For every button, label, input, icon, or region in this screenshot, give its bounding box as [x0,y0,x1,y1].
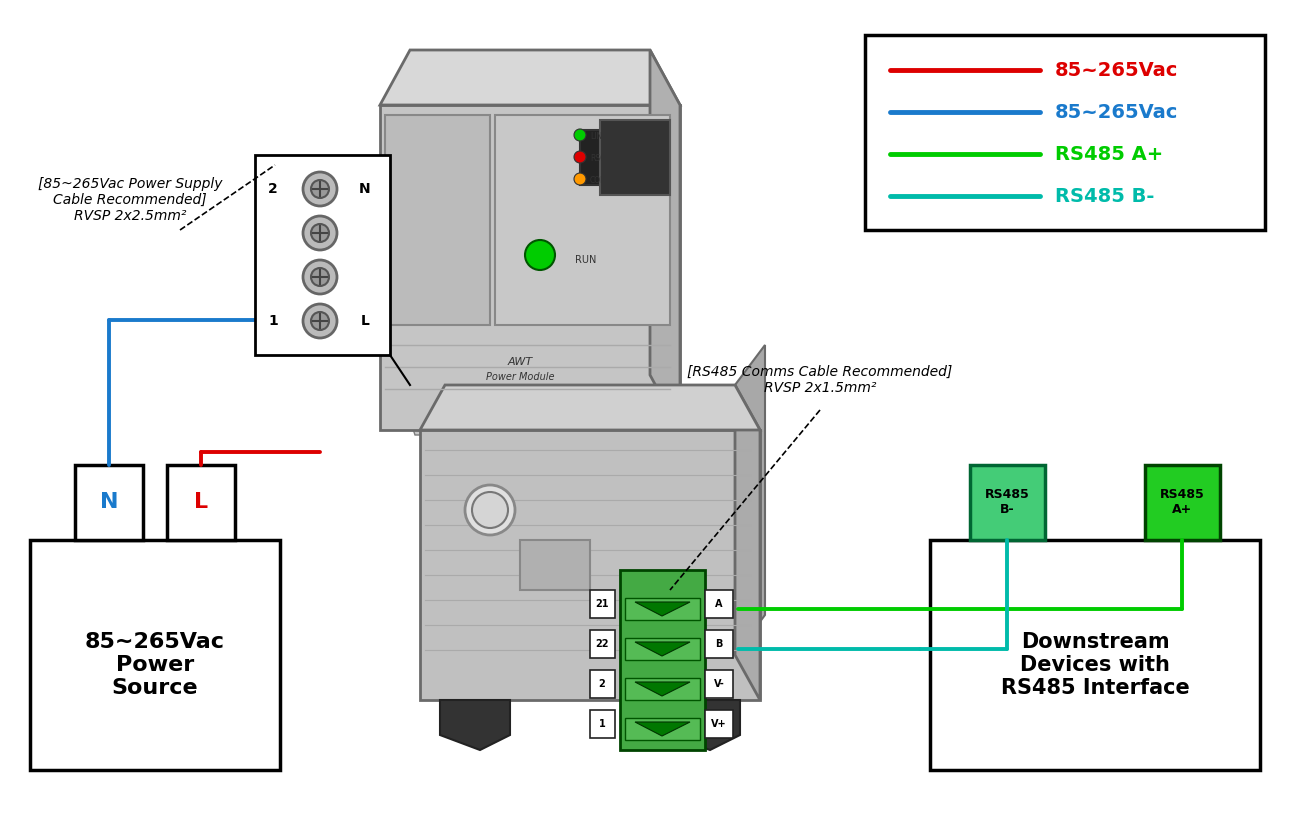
Text: 85~265Vac: 85~265Vac [1056,103,1178,122]
Polygon shape [590,590,615,618]
Text: L: L [360,314,369,328]
Circle shape [575,129,586,141]
Text: 85~265Vac: 85~265Vac [1056,61,1178,80]
Text: L: L [194,492,208,512]
Text: LINK: LINK [590,131,607,140]
Polygon shape [625,718,699,740]
Text: 22: 22 [595,639,608,649]
Polygon shape [580,130,650,185]
Text: RS485 B-: RS485 B- [1056,186,1154,205]
Polygon shape [420,385,760,430]
Text: 1: 1 [268,314,278,328]
Circle shape [311,268,329,286]
Polygon shape [410,420,764,435]
Text: Downstream
Devices with
RS485 Interface: Downstream Devices with RS485 Interface [1001,632,1190,698]
Circle shape [303,304,337,338]
Polygon shape [634,642,690,656]
Circle shape [303,172,337,206]
Circle shape [575,173,586,185]
Text: N: N [100,492,118,512]
Circle shape [311,180,329,198]
Text: N: N [359,182,370,196]
FancyBboxPatch shape [864,35,1265,230]
Text: A: A [715,599,723,609]
Polygon shape [634,682,690,696]
Polygon shape [380,50,680,105]
Polygon shape [385,115,490,325]
Polygon shape [705,710,733,738]
Circle shape [311,312,329,330]
FancyBboxPatch shape [75,465,143,540]
FancyBboxPatch shape [166,465,235,540]
Circle shape [525,240,555,270]
Circle shape [303,260,337,294]
Polygon shape [625,598,699,620]
Polygon shape [634,722,690,736]
Text: COMM: COMM [590,176,615,185]
Polygon shape [590,630,615,658]
Text: V+: V+ [711,719,727,729]
FancyBboxPatch shape [255,155,390,355]
Polygon shape [670,700,740,750]
Polygon shape [495,115,670,325]
Text: [85~265Vac Power Supply
Cable Recommended]
RVSP 2x2.5mm²: [85~265Vac Power Supply Cable Recommende… [38,177,222,223]
Text: RS485
A+: RS485 A+ [1160,488,1204,516]
Polygon shape [590,710,615,738]
Polygon shape [520,540,590,590]
Polygon shape [601,120,670,195]
Polygon shape [439,700,510,750]
Text: [RS485 Comms Cable Recommended]
RVSP 2x1.5mm²: [RS485 Comms Cable Recommended] RVSP 2x1… [688,365,953,395]
FancyBboxPatch shape [930,540,1260,770]
Circle shape [311,224,329,242]
Text: 2: 2 [598,679,606,689]
Text: B: B [715,639,723,649]
Circle shape [303,216,337,250]
Polygon shape [420,430,760,700]
Text: RS01: RS01 [590,154,610,163]
Polygon shape [734,345,764,655]
Text: AWT: AWT [507,357,533,367]
Polygon shape [620,570,705,750]
Circle shape [472,492,508,528]
Text: V-: V- [714,679,724,689]
Circle shape [465,485,515,535]
Circle shape [575,151,586,163]
FancyBboxPatch shape [970,465,1045,540]
Polygon shape [650,50,680,430]
Text: Power Module: Power Module [486,372,554,382]
Polygon shape [705,590,733,618]
Text: 2: 2 [268,182,278,196]
Polygon shape [634,602,690,616]
Polygon shape [590,670,615,698]
Polygon shape [705,670,733,698]
Polygon shape [625,678,699,700]
Text: 21: 21 [595,599,608,609]
Polygon shape [705,630,733,658]
FancyBboxPatch shape [1145,465,1219,540]
Text: RUN: RUN [575,255,597,265]
Polygon shape [380,105,680,430]
Text: 1: 1 [598,719,606,729]
FancyBboxPatch shape [30,540,280,770]
Text: 85~265Vac
Power
Source: 85~265Vac Power Source [84,632,225,698]
Text: RS485
B-: RS485 B- [984,488,1030,516]
Polygon shape [625,638,699,660]
Polygon shape [734,385,760,700]
Text: RS485 A+: RS485 A+ [1056,144,1164,163]
